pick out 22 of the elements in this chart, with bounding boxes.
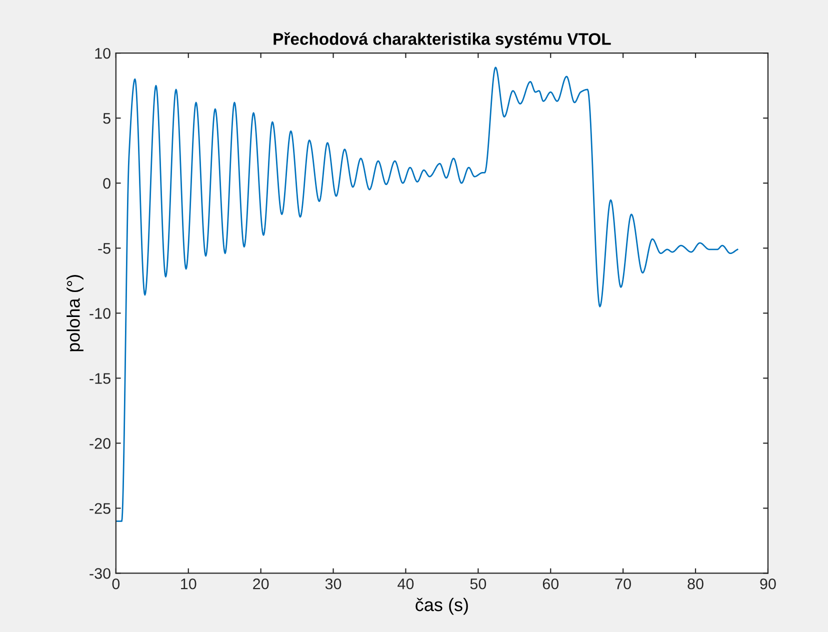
x-tick-label: 30 <box>325 578 342 590</box>
x-tick-label: 40 <box>398 578 414 590</box>
x-tick-label: 10 <box>181 578 196 590</box>
y-tick-label: -25 <box>90 503 110 514</box>
y-tick-label: 5 <box>103 113 110 124</box>
y-tick-label: -5 <box>98 243 110 254</box>
chart-title: Přechodová charakteristika systému VTOL <box>274 32 611 48</box>
x-tick-label: 90 <box>760 578 776 590</box>
x-tick-label: 80 <box>688 578 704 590</box>
x-tick-label: 60 <box>542 578 559 590</box>
y-tick-label: -10 <box>90 308 110 319</box>
y-axis-title: poloha (°) <box>66 275 84 352</box>
x-axis-title: čas (s) <box>416 598 468 615</box>
y-tick-label: 0 <box>103 178 110 189</box>
y-tick-label: 10 <box>95 48 110 59</box>
y-tick-label: -30 <box>90 568 110 579</box>
x-tick-label: 70 <box>615 578 631 590</box>
y-tick-label: -15 <box>90 373 110 384</box>
x-tick-label: 0 <box>112 578 120 590</box>
y-tick-label: -20 <box>90 438 110 449</box>
x-tick-label: 20 <box>253 578 269 590</box>
x-tick-label: 50 <box>470 578 486 590</box>
